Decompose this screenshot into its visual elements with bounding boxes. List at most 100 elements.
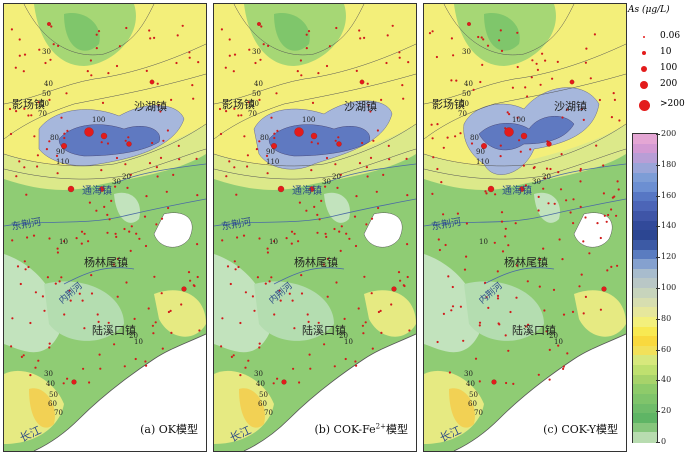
well-point [124,163,127,166]
colorbar-tick-label: 0 [661,437,667,446]
well-point [333,227,336,231]
size-legend-item: 200 [622,77,700,93]
well-point [298,381,301,384]
extreme-zone [478,116,575,151]
well-point [258,346,261,349]
map-canvas: 影场镇 沙湖镇通海镇东荆河杨林尾镇陆溪口镇长江内荆河304050607080901… [4,4,206,451]
well-point [579,169,582,172]
high-patch [449,388,475,428]
well-point [110,199,113,202]
well-point [366,175,369,178]
well-point [178,158,181,161]
well-point [386,34,389,37]
town-label: 陆溪口镇 [92,323,136,337]
colorbar-segment [633,191,657,202]
well-point [571,310,575,313]
well-point [123,227,126,231]
well-point [55,154,59,157]
well-point [162,139,165,142]
town-label: 沙湖镇 [134,99,167,113]
well-point [188,56,191,59]
well-point-large [520,132,528,140]
well-point [357,307,360,310]
contour-label: 20 [549,332,558,340]
contour-line [424,43,626,105]
size-marker [641,66,647,72]
river-bank [243,333,416,451]
extreme-zone [58,124,160,157]
well-point [358,29,361,32]
well-point [365,223,368,226]
well-point [169,309,172,312]
well-point [496,297,500,300]
well-point [377,310,380,314]
contour-label: 110 [56,158,69,166]
well-point [589,77,592,80]
low-zone-core [274,13,310,51]
well-point [161,347,164,350]
well-point [197,61,200,64]
well-point-large [61,143,67,149]
contour-line [443,4,575,56]
well-point [27,114,30,117]
well-point [340,225,343,228]
well-point [446,136,449,139]
well-point [115,156,119,160]
contour-label: 40 [254,80,263,88]
well-point [320,199,323,202]
well-point [535,62,538,65]
well-point [18,38,21,41]
colorbar-segment [633,172,657,183]
well-point [107,72,110,75]
well-point [448,371,451,374]
well-point [459,305,462,308]
well-point [335,26,338,30]
well-point [561,116,564,119]
well-point [499,155,502,158]
well-point [154,321,157,324]
well-point [219,132,223,136]
well-point [81,299,84,302]
well-point [599,308,602,311]
colorbar-segment [633,162,657,174]
well-point [233,107,236,110]
low-patch [254,281,334,341]
well-point [34,291,37,294]
moderate-patch [154,290,206,337]
well-point [123,365,126,368]
well-point [305,209,308,212]
well-point [26,236,29,239]
well-point [114,232,117,235]
colorbar-segment [633,278,657,289]
well-point [86,70,89,73]
well-point [305,47,308,50]
well-point [23,53,27,56]
river-bank [33,333,206,451]
well-point [63,136,66,140]
well-point [516,31,519,34]
low-patch [4,254,60,353]
contour-label: 10 [344,338,353,346]
well-point [610,116,613,119]
well-point [270,276,273,279]
well-point [9,132,13,136]
well-point [88,381,91,384]
well-point [124,139,127,142]
well-point [366,82,369,85]
well-point [436,167,439,171]
contour-label: 40 [466,380,475,388]
well-point [90,74,93,77]
well-point [265,154,269,157]
well-point [242,234,246,237]
well-point [407,61,410,64]
well-point-large [277,185,285,193]
well-point [288,292,291,295]
well-point [430,123,433,126]
lake [363,212,403,248]
well-point-large [481,143,487,149]
well-point [498,39,501,42]
well-point [465,222,468,225]
colorbar-tick-mark [656,411,660,413]
well-point [48,342,51,345]
well-point-large [99,186,105,192]
